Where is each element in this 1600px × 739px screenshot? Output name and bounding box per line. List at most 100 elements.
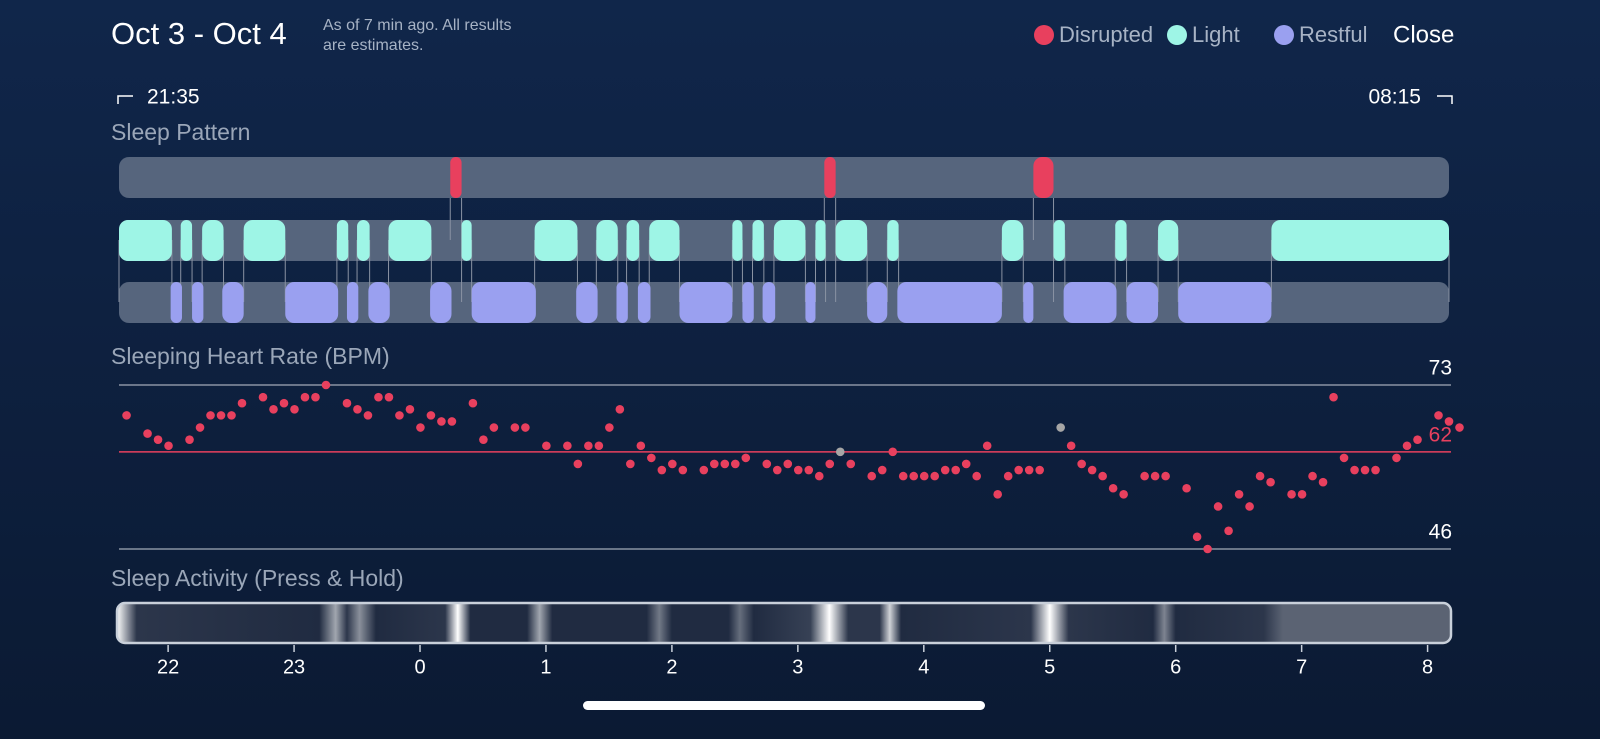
heart-rate-point [227,411,236,420]
sleep-segment [388,220,432,261]
heart-rate-point [426,411,436,420]
heart-rate-point [867,471,877,481]
sleep-segment [835,220,868,261]
section-title: Sleep Pattern [111,119,250,145]
heart-rate-point [961,459,971,469]
legend-dot [1034,25,1054,45]
heart-rate-point [720,459,730,469]
heart-rate-point [489,423,499,432]
heart-rate-point [447,417,457,426]
heart-rate-point [395,411,404,420]
heart-rate-point [521,423,530,432]
sleep-segment [534,220,578,261]
x-tick-label: 8 [1422,656,1433,678]
heart-rate-point [1255,471,1265,481]
heart-rate-point [342,398,352,408]
heart-rate-point [573,459,583,469]
legend-dot [1167,25,1187,45]
heart-rate-point [626,459,635,469]
heart-rate-point [793,465,803,475]
heart-rate-point [479,435,488,444]
heart-rate-point [1213,502,1223,511]
sleep-segment [461,220,472,261]
sleep-segment [346,282,359,323]
heart-rate-point [216,411,226,420]
heart-rate-point [909,471,919,481]
heart-rate-point [311,392,320,402]
start-time: 21:35 [147,86,200,109]
heart-rate-point [206,411,215,420]
sleep-segment [357,220,370,261]
heart-rate-point [1287,490,1296,499]
sleep-segment [192,282,204,323]
sleep-segment [1115,220,1127,261]
sleep-segment [867,282,888,323]
x-tick-label: 7 [1296,656,1307,678]
sleep-segment [824,157,836,198]
sleep-segment [616,282,628,323]
sleep-segment [596,220,618,261]
heart-rate-point [636,441,646,451]
x-tick-label: 23 [283,656,305,678]
sleep-segment [815,220,826,261]
sleep-segment [119,220,172,261]
note: As of 7 min ago. All results [323,17,512,34]
sleep-segment [471,282,536,323]
sleep-segment [285,282,339,323]
heart-rate-point [1056,423,1065,432]
section-title: Sleep Activity (Press & Hold) [111,565,404,591]
heart-rate-point [898,471,908,481]
heart-rate-point [1003,471,1013,481]
close-button[interactable]: Close [1393,21,1454,48]
heart-rate-point [1108,483,1118,493]
heart-rate-point [1150,471,1160,481]
heart-rate-point [1203,544,1212,554]
heart-rate-point [258,392,268,402]
x-tick-label: 22 [157,656,179,678]
heart-rate-point [1350,465,1359,475]
heart-rate-point [279,398,289,408]
heart-rate-point [1098,471,1107,481]
heart-rate-point [153,435,163,444]
heart-rate-point [300,392,310,402]
heart-rate-point [1434,411,1443,420]
heart-rate-point [195,423,205,432]
title: Oct 3 - Oct 4 [111,16,287,51]
heart-rate-point [122,411,131,420]
heart-rate-point [405,404,415,414]
y-tick-label: 46 [1429,521,1452,544]
heart-rate-point [384,392,394,402]
heart-rate-point [363,411,373,420]
sleep-segment [368,282,390,323]
legend-dot [1274,25,1294,45]
heart-rate-point [1192,532,1202,542]
heart-rate-point [374,392,383,402]
heart-rate-point [1224,526,1233,536]
sleep-segment [752,220,764,261]
legend-label: Light [1192,22,1240,47]
heart-rate-point [657,465,667,475]
y-tick-label: 73 [1429,357,1452,380]
sleep-segment [576,282,598,323]
heart-rate-point [164,441,173,451]
sleep-segment [180,220,193,261]
heart-rate-point [542,441,551,451]
heart-rate-point [804,465,814,475]
section-title: Sleeping Heart Rate (BPM) [111,343,390,369]
heart-rate-point [1024,465,1034,475]
heart-rate-point [143,429,152,438]
sleep-segment [1023,282,1034,323]
sleep-segment [222,282,244,323]
heart-rate-point [951,465,961,475]
heart-rate-point [437,417,446,426]
heart-rate-point [877,465,887,475]
heart-rate-point [1413,435,1422,444]
heart-rate-point [416,423,425,432]
sleep-segment [450,157,462,198]
heart-rate-point [1014,465,1023,475]
heart-rate-point [1318,477,1328,487]
sleep-segment [1178,282,1272,323]
sleep-segment [1001,220,1024,261]
heart-rate-point [888,447,898,457]
